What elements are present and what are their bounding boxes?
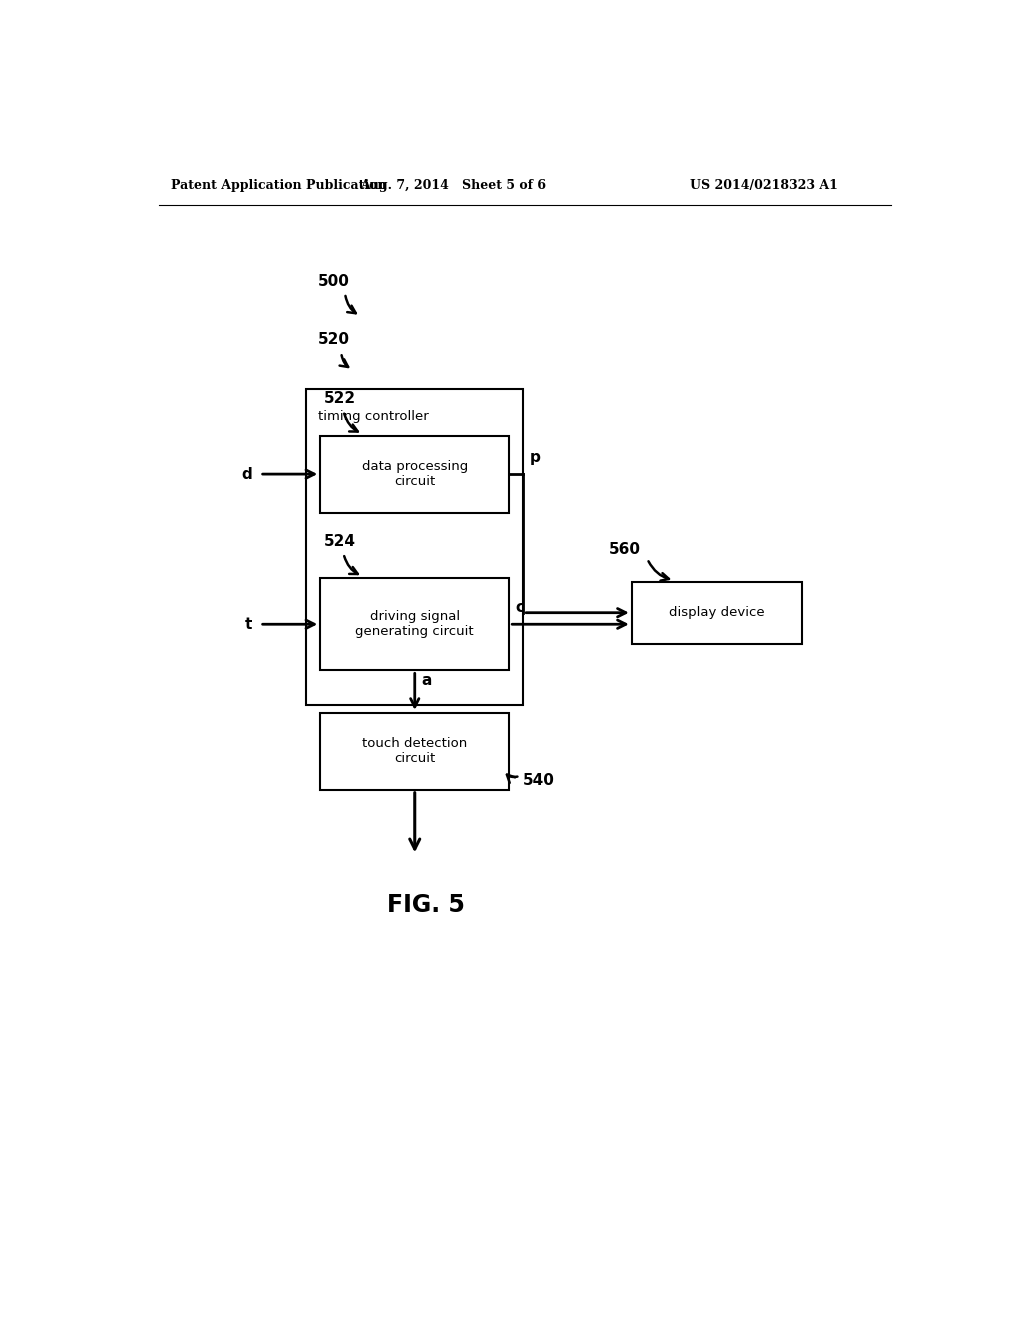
Bar	[306, 389, 523, 705]
Text: Aug. 7, 2014   Sheet 5 of 6: Aug. 7, 2014 Sheet 5 of 6	[360, 178, 547, 191]
Text: 524: 524	[324, 533, 356, 549]
Text: a: a	[421, 673, 431, 688]
Text: 540: 540	[523, 774, 555, 788]
Text: timing controller: timing controller	[317, 409, 429, 422]
Text: 500: 500	[317, 275, 350, 289]
Text: t: t	[245, 616, 252, 632]
Text: touch detection
circuit: touch detection circuit	[362, 738, 467, 766]
Text: display device: display device	[670, 606, 765, 619]
Bar	[321, 578, 509, 671]
Bar	[632, 582, 802, 644]
Text: data processing
circuit: data processing circuit	[361, 461, 468, 488]
Text: driving signal
generating circuit: driving signal generating circuit	[355, 610, 474, 639]
Text: 520: 520	[317, 331, 350, 347]
Bar	[321, 713, 509, 789]
Bar	[321, 436, 509, 512]
Text: c: c	[515, 601, 524, 615]
Text: FIG. 5: FIG. 5	[387, 894, 465, 917]
Text: p: p	[529, 450, 541, 465]
Text: 560: 560	[608, 543, 640, 557]
Text: Patent Application Publication: Patent Application Publication	[171, 178, 386, 191]
Text: d: d	[242, 466, 252, 482]
Text: US 2014/0218323 A1: US 2014/0218323 A1	[689, 178, 838, 191]
Text: 522: 522	[324, 391, 356, 407]
